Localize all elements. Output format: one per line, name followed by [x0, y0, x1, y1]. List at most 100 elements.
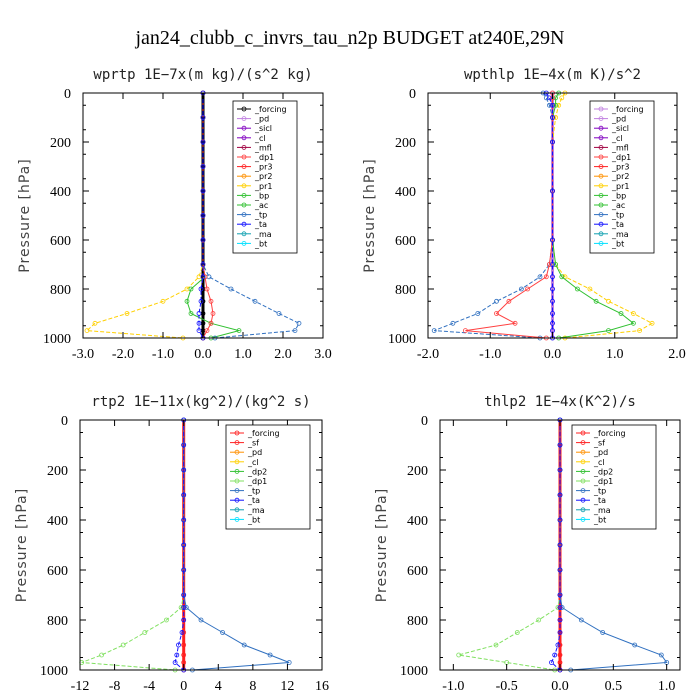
data-point [200, 262, 206, 267]
legend-marker [580, 507, 586, 513]
data-point [550, 274, 555, 280]
x-tick-label: 0.0 [194, 347, 212, 362]
y-tick-label: 800 [47, 614, 68, 629]
legend-entry: _ma [593, 506, 611, 515]
x-tick-label: 0 [180, 679, 187, 694]
legend-entry: _pr1 [254, 182, 272, 191]
series-line-tp [434, 92, 553, 339]
data-point [475, 311, 481, 316]
x-tick-label: 1.0 [606, 347, 624, 362]
data-point [267, 652, 273, 658]
legend-marker [241, 212, 247, 218]
legend-marker [598, 164, 604, 170]
legend-marker [580, 430, 586, 436]
data-point [557, 605, 563, 610]
data-point [196, 311, 202, 316]
data-point [494, 298, 499, 304]
legend-marker [234, 507, 240, 513]
legend-entry: _pr2 [254, 172, 272, 181]
x-tick-label: 0.0 [544, 347, 562, 362]
y-tick-label: 200 [50, 136, 71, 151]
x-tick-label: -1.0 [479, 347, 501, 362]
data-point [557, 492, 563, 498]
data-point [198, 298, 204, 304]
data-point [553, 95, 558, 101]
data-point [200, 164, 206, 169]
legend-entry: _dp1 [247, 477, 267, 486]
panel-1: wprtp 1E−7x(m kg)/(s^2 kg) Pressure [hPa]… [17, 67, 332, 362]
data-point [575, 286, 580, 292]
legend-marker [234, 449, 240, 455]
legend-entry: _pr3 [611, 163, 629, 172]
legend-marker [234, 478, 240, 484]
legend-entry: _ta [247, 496, 260, 505]
data-point [557, 467, 563, 473]
legend-entry: _ac [254, 201, 268, 210]
legend-marker [598, 212, 604, 218]
legend-entry: _tp [593, 487, 606, 496]
panel-4: thlp2 1E−4x(K^2)/s Pressure [hPa] 0 200 400 6… [374, 394, 681, 694]
x-tick-label: 1.0 [234, 347, 252, 362]
x-tick-label: -4 [143, 679, 155, 694]
data-point [431, 328, 437, 334]
legend-marker [598, 116, 604, 121]
data-point [555, 642, 561, 648]
data-point [220, 630, 226, 635]
legend-marker [234, 430, 240, 436]
legend-marker [598, 183, 604, 189]
panel-3: rtp2 1E−11x(kg^2)/(kg^2 s) Pressure [hPa]… [14, 394, 329, 694]
data-point [557, 592, 563, 598]
legend-marker [241, 231, 247, 237]
y-tick-label: 200 [47, 464, 68, 479]
data-point [204, 328, 210, 334]
legend-marker [598, 192, 604, 198]
data-point [198, 617, 204, 623]
legend-entry: _dp1 [611, 153, 631, 162]
data-point [557, 630, 563, 635]
data-point [559, 274, 565, 280]
y-tick-label: 0 [409, 87, 416, 102]
legend-entry: _dp2 [247, 467, 267, 476]
data-point [550, 298, 555, 304]
data-point [200, 237, 206, 243]
legend-entry: _ac [611, 201, 625, 210]
legend-marker [241, 154, 247, 160]
data-point [550, 188, 555, 194]
legend-marker [580, 440, 586, 446]
legend-entry: _bt [611, 239, 624, 248]
x-tick-label: 0.0 [551, 679, 569, 694]
y-tick-label: 200 [407, 464, 428, 479]
data-point [179, 630, 185, 635]
legend-entry: _bp [254, 191, 269, 200]
y-tick-label: 400 [47, 514, 68, 529]
legend-marker [234, 517, 240, 522]
data-point [547, 95, 552, 101]
data-point [200, 139, 206, 145]
data-point [174, 652, 180, 658]
x-tick-label: -2.0 [417, 347, 439, 362]
data-point [493, 642, 499, 648]
series-line-dp1 [458, 420, 561, 671]
data-point [292, 328, 298, 334]
data-point [188, 286, 194, 292]
data-point [552, 652, 558, 658]
legend-entry: _pr3 [254, 163, 272, 172]
x-tick-label: 8 [249, 679, 256, 694]
data-point [550, 237, 555, 243]
series-line-ta [545, 92, 553, 338]
legend-entry: _mfl [611, 143, 629, 152]
y-tick-label: 800 [407, 614, 428, 629]
y-tick-label: 400 [50, 185, 71, 200]
legend-marker [580, 449, 586, 455]
data-point [181, 652, 187, 658]
series-line-ta [198, 93, 204, 339]
legend-marker [241, 221, 247, 227]
legend-entry: _ta [611, 220, 624, 229]
y-axis-label: Pressure [hPa] [14, 488, 30, 602]
data-point [181, 592, 187, 598]
y-tick-label: 600 [407, 564, 428, 579]
legend-marker [580, 517, 586, 522]
data-point [593, 298, 599, 304]
data-point [181, 542, 187, 548]
data-point [196, 320, 202, 326]
